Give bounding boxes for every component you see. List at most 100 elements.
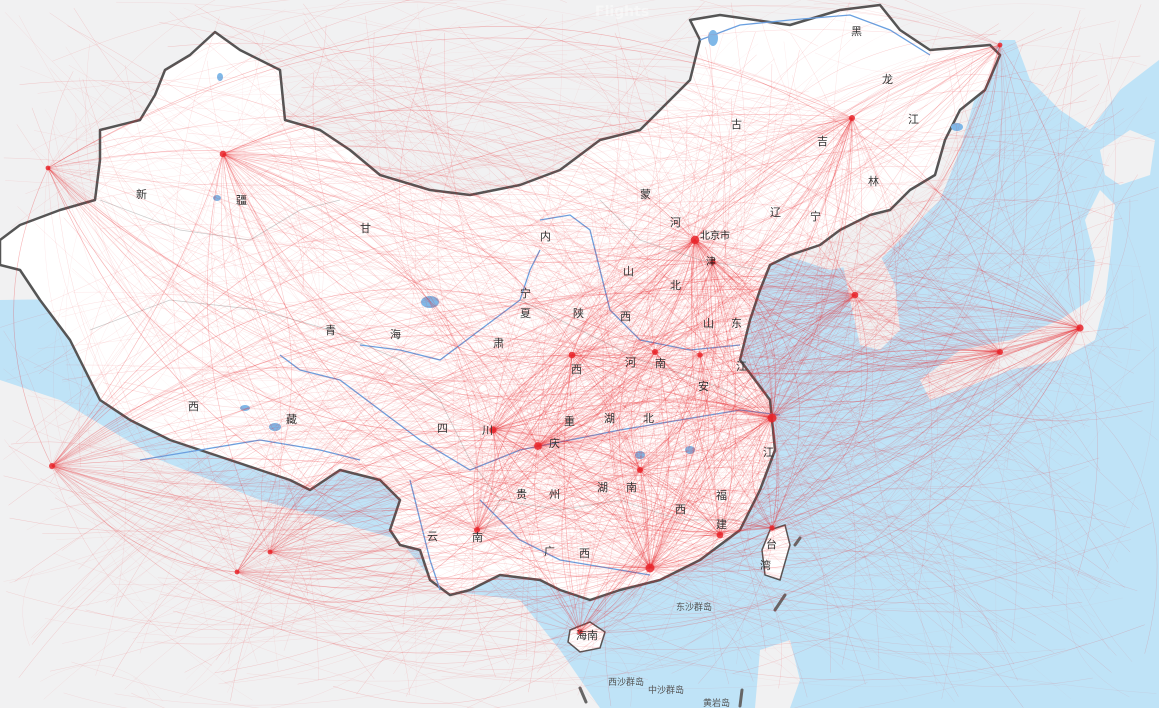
flight-route	[236, 522, 632, 601]
flight-route	[654, 253, 1111, 353]
flight-route	[453, 429, 494, 572]
flight-route	[47, 167, 651, 569]
flight-route	[649, 261, 729, 569]
flight-route	[380, 239, 696, 597]
flight-route	[854, 56, 973, 296]
airport-hub	[577, 629, 583, 635]
flight-route	[224, 117, 853, 683]
flight-route	[222, 153, 1066, 656]
flight-route	[649, 417, 773, 569]
flight-route	[303, 19, 696, 241]
flight-route	[689, 44, 1001, 328]
flight-route	[626, 307, 1081, 516]
flight-route	[222, 153, 856, 296]
flight-route	[240, 0, 1035, 374]
flight-route	[246, 100, 1013, 295]
flight-route	[694, 117, 853, 241]
flight-route	[222, 153, 479, 531]
flight-route	[694, 239, 737, 536]
flight-route	[316, 222, 696, 332]
flight-route	[639, 469, 782, 666]
flight-route	[81, 208, 830, 627]
flight-route	[475, 204, 588, 531]
flight-route	[712, 261, 995, 666]
flight-route	[236, 529, 478, 603]
flight-route	[579, 239, 698, 633]
flight-route	[492, 427, 539, 447]
flight-route	[31, 107, 478, 531]
boundary-north	[599, 199, 761, 271]
flight-route	[719, 327, 1081, 536]
flight-route	[1006, 327, 1081, 470]
label-huangyan: 黄岩岛	[703, 697, 730, 708]
flight-route	[132, 91, 1086, 640]
boundary-south	[499, 499, 740, 521]
flight-route	[149, 193, 1001, 353]
flight-route	[51, 417, 773, 517]
flight-route	[256, 96, 765, 504]
flight-route	[49, 166, 642, 654]
flight-route	[374, 58, 853, 182]
flight-route	[269, 429, 494, 553]
flight-route	[222, 54, 568, 155]
flight-route	[492, 60, 1037, 435]
flight-route	[752, 417, 773, 529]
label-hubei-2: 北	[643, 412, 654, 425]
flight-route	[51, 456, 952, 536]
flight-route	[771, 199, 1139, 529]
flight-route	[746, 417, 773, 605]
airport-hub	[716, 531, 724, 539]
flight-route	[33, 367, 861, 639]
flight-route	[654, 299, 1001, 353]
flight-route	[649, 534, 721, 569]
flight-route	[105, 445, 539, 603]
flight-route	[172, 534, 721, 634]
flight-route	[1061, 115, 1156, 601]
flight-route	[191, 279, 656, 386]
flight-route	[771, 401, 1154, 428]
flight-route	[492, 354, 701, 442]
flight-route	[53, 534, 721, 622]
flight-route	[771, 327, 1081, 419]
flight-route	[51, 113, 853, 467]
flight-route	[771, 428, 913, 529]
flight-route	[571, 339, 817, 366]
flight-route	[476, 484, 773, 531]
flight-route	[454, 83, 620, 508]
flight-route	[639, 261, 719, 471]
flight-route	[47, 167, 222, 262]
flight-route	[145, 305, 393, 503]
flight-route	[51, 465, 212, 666]
label-sichuan-2: 川	[482, 424, 493, 437]
flight-route	[492, 429, 581, 627]
flight-route	[798, 463, 1061, 687]
flight-route	[638, 294, 856, 448]
flight-route	[649, 117, 853, 569]
flight-route	[659, 404, 773, 529]
flight-route	[476, 381, 852, 531]
flight-route	[854, 294, 1069, 421]
flight-route	[476, 529, 581, 633]
flight-route	[196, 60, 530, 147]
flight-route	[292, 351, 656, 507]
flight-route	[678, 480, 1079, 587]
flight-route	[521, 89, 956, 424]
flight-route	[199, 209, 856, 402]
flight-route	[699, 354, 773, 419]
flight-route	[719, 383, 1096, 536]
flight-route	[674, 186, 773, 419]
flight-route	[501, 218, 1081, 329]
flight-route	[584, 281, 747, 396]
flight-route	[269, 417, 773, 580]
label-zhejiang-1: 江	[763, 446, 774, 459]
flight-route	[476, 32, 661, 531]
flight-route	[771, 117, 897, 529]
flight-route	[649, 564, 801, 611]
flight-route	[37, 76, 1048, 267]
flight-route	[211, 281, 1001, 523]
flight-route	[222, 153, 701, 367]
flight-route	[51, 66, 716, 467]
flight-route	[579, 567, 651, 633]
flight-route	[614, 239, 696, 266]
boundary-central	[519, 299, 751, 401]
